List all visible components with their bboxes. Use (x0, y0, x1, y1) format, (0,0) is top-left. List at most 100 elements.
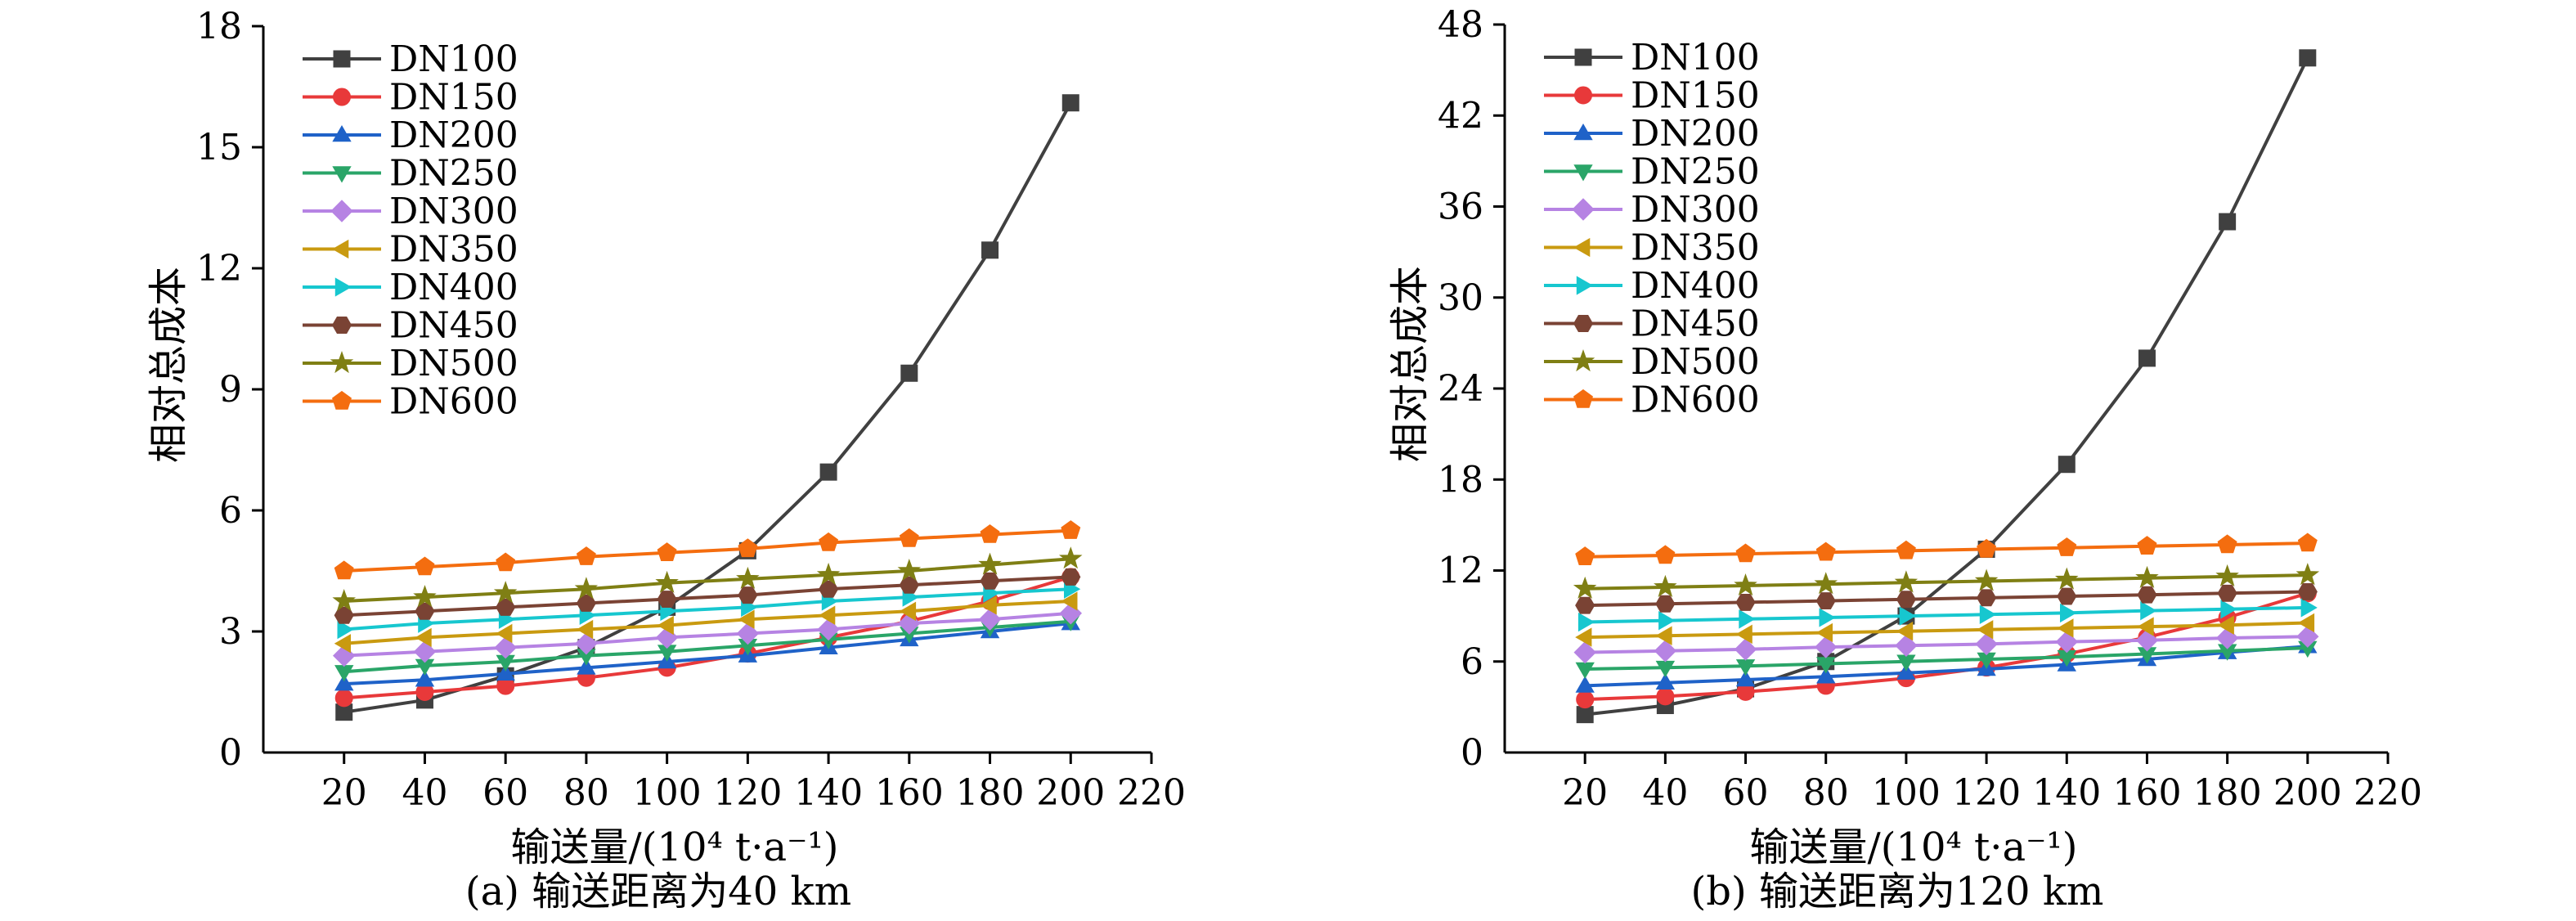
data-point-dn200 (1816, 667, 1836, 684)
y-tick-label: 42 (1438, 95, 1483, 137)
y-axis-label: 相对总成本 (1387, 266, 1433, 462)
x-tick-label: 160 (2112, 772, 2181, 814)
legend-label: DN300 (1631, 189, 1760, 231)
data-point-dn450 (2297, 583, 2318, 600)
data-point-dn300 (1814, 636, 1838, 658)
series-dn250 (1575, 640, 2318, 679)
series-line-dn150 (343, 575, 1071, 700)
x-tick-label: 100 (1872, 772, 1941, 814)
data-point-dn350 (1655, 626, 1672, 645)
data-point-dn500 (493, 581, 518, 604)
data-point-dn500 (2296, 563, 2320, 586)
series-line-dn200 (343, 622, 1071, 686)
data-point-dn300 (978, 608, 1002, 631)
data-point-dn350 (2057, 618, 2074, 638)
series-dn200 (334, 613, 1080, 691)
series-line-dn350 (1585, 621, 2308, 640)
data-point-dn300 (1654, 640, 1677, 663)
legend-marker (333, 88, 351, 106)
legend-label: DN200 (389, 115, 518, 156)
legend-marker (1573, 389, 1593, 408)
data-point-dn450 (738, 586, 758, 604)
y-tick-label: 15 (196, 127, 242, 168)
x-tick-label: 140 (2032, 772, 2101, 814)
data-point-dn150 (1656, 687, 1675, 706)
chart-panel-a: 20 40 60 80 100 120 140 160 180 200 220 0 3 6 9 12 15 18 输… (146, 6, 1186, 914)
x-tick-label: 140 (794, 772, 863, 814)
data-point-dn200 (577, 658, 596, 675)
y-tick-label: 36 (1438, 186, 1483, 228)
y-tick-label: 6 (1461, 641, 1483, 683)
data-point-dn400 (337, 619, 354, 640)
data-point-dn450 (1896, 591, 1916, 609)
data-point-dn100 (1061, 94, 1079, 112)
y-tick-label: 0 (1461, 732, 1483, 774)
y-tick-label: 3 (219, 611, 242, 653)
data-point-dn100 (819, 463, 837, 481)
y-tick-label: 30 (1438, 277, 1483, 319)
data-point-dn600 (1575, 546, 1595, 565)
data-point-dn500 (2215, 564, 2239, 587)
data-point-dn450 (1575, 596, 1595, 614)
series-line-dn350 (343, 600, 1071, 645)
series-line-dn250 (1585, 646, 2308, 671)
legend-item-dn500: DN500 (303, 343, 518, 384)
data-point-dn350 (1977, 620, 1994, 640)
x-tick-label: 220 (1117, 772, 1186, 814)
series-dn350 (1575, 613, 2315, 647)
legend-item-dn250: DN250 (1544, 151, 1760, 193)
x-tick-label: 20 (1562, 772, 1608, 814)
data-point-dn200 (496, 663, 515, 681)
y-tick-label: 9 (219, 369, 242, 411)
data-point-dn350 (738, 609, 755, 629)
data-point-dn350 (1896, 621, 1914, 641)
data-point-dn200 (1575, 676, 1595, 693)
data-point-dn350 (1575, 627, 1592, 647)
data-point-dn300 (494, 636, 517, 659)
x-tick-label: 100 (633, 772, 702, 814)
data-point-dn350 (2137, 617, 2154, 636)
series-line-dn250 (343, 619, 1071, 674)
data-point-dn450 (1735, 594, 1756, 611)
data-point-dn350 (819, 605, 836, 625)
data-point-dn450 (2057, 587, 2077, 605)
series-line-dn400 (1585, 605, 2308, 624)
data-point-dn600 (496, 552, 516, 572)
legend-label: DN250 (1631, 151, 1760, 193)
legend-label: DN200 (1631, 113, 1760, 155)
legend-item-dn250: DN250 (303, 153, 518, 195)
data-point-dn350 (576, 619, 594, 640)
legend-item-dn300: DN300 (1544, 189, 1760, 231)
series-line-dn400 (343, 587, 1071, 631)
data-point-dn600 (1815, 541, 1836, 561)
y-axis-label: 相对总成本 (146, 267, 191, 463)
data-point-dn600 (1655, 545, 1676, 564)
series-line-dn600 (1585, 541, 2308, 559)
y-tick-label: 48 (1438, 4, 1483, 46)
data-point-dn500 (1654, 574, 1677, 598)
series-dn300 (1573, 625, 2319, 664)
data-point-dn150 (334, 689, 353, 708)
legend-label: DN500 (1631, 341, 1760, 383)
legend-marker (1576, 276, 1593, 295)
legend-item-dn400: DN400 (1544, 265, 1760, 307)
data-point-dn200 (415, 670, 435, 687)
data-point-dn600 (980, 523, 1000, 543)
data-point-dn400 (1739, 609, 1756, 629)
data-point-dn350 (334, 634, 351, 654)
data-point-dn450 (1977, 589, 1997, 607)
series-dn600 (1575, 532, 2318, 565)
data-point-dn350 (2217, 615, 2234, 635)
data-point-dn300 (575, 632, 598, 655)
x-tick-label: 60 (482, 772, 528, 814)
legend-label: DN100 (389, 38, 518, 80)
legend-label: DN300 (389, 191, 518, 232)
legend-label: DN100 (1631, 37, 1760, 79)
data-point-dn600 (2057, 537, 2077, 556)
legend: DN100DN150DN200DN250DN300DN350DN400DN450… (1544, 37, 1760, 421)
legend-marker (1572, 198, 1595, 221)
data-point-dn100 (2138, 349, 2156, 367)
panel-caption: (b) 输送距离为120 km (1691, 869, 2104, 914)
legend-marker (332, 124, 352, 142)
legend-item-dn450: DN450 (1544, 303, 1760, 345)
